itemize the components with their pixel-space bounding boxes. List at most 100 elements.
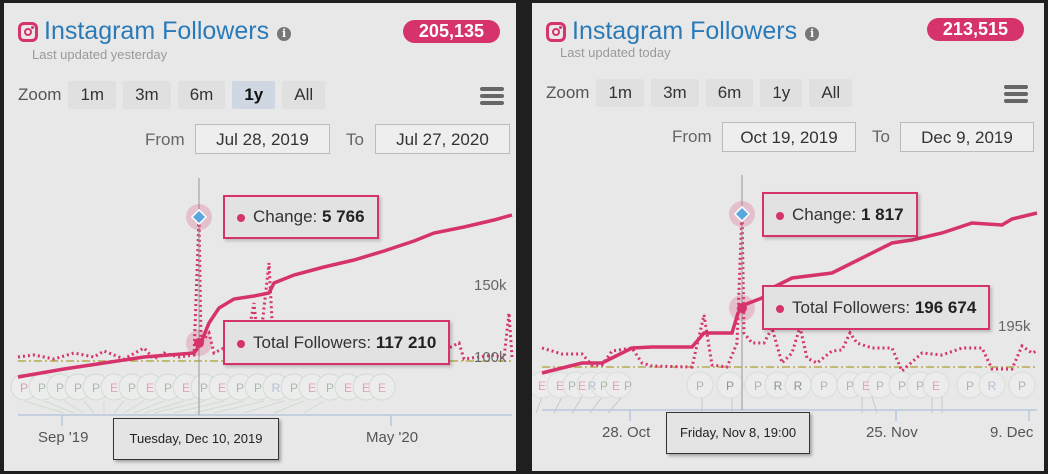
svg-text:P: P: [820, 379, 828, 393]
to-label: To: [872, 127, 890, 146]
svg-text:E: E: [578, 379, 586, 393]
zoom-1m-button[interactable]: 1m: [596, 79, 645, 107]
svg-text:P: P: [38, 381, 46, 395]
svg-text:E: E: [556, 379, 564, 393]
zoom-3m-button[interactable]: 3m: [123, 81, 171, 109]
svg-text:P: P: [74, 381, 82, 395]
zoom-all-button[interactable]: All: [282, 81, 326, 109]
zoom-3m-button[interactable]: 3m: [651, 79, 699, 107]
svg-text:E: E: [862, 379, 870, 393]
widget-title: Instagram Followers: [572, 17, 798, 45]
svg-text:E: E: [378, 381, 386, 395]
svg-text:P: P: [200, 381, 208, 395]
last-updated: Last updated yesterday: [32, 47, 168, 62]
from-date-input[interactable]: Oct 19, 2019: [722, 122, 856, 152]
svg-text:P: P: [624, 379, 632, 393]
widget-header: Instagram Followers i: [18, 17, 292, 46]
change-value: 1 817: [861, 205, 904, 224]
svg-text:P: P: [568, 379, 576, 393]
svg-text:P: P: [236, 381, 244, 395]
series-dot-icon: [237, 213, 245, 222]
y-axis-label-100k: 100k: [474, 349, 507, 366]
zoom-1m-button[interactable]: 1m: [68, 81, 117, 109]
date-tooltip: Tuesday, Dec 10, 2019: [113, 418, 279, 460]
svg-text:P: P: [846, 379, 854, 393]
hamburger-menu-icon[interactable]: [480, 87, 504, 108]
svg-text:P: P: [20, 381, 28, 395]
follower-count-badge: 205,135: [402, 20, 500, 43]
y-axis-label-150k: 150k: [474, 277, 507, 294]
from-date-input[interactable]: Jul 28, 2019: [195, 124, 330, 154]
zoom-label: Zoom: [18, 85, 62, 104]
date-tooltip: Friday, Nov 8, 19:00: [666, 412, 810, 454]
svg-text:P: P: [876, 379, 884, 393]
total-followers-tooltip: Total Followers: 196 674: [762, 285, 991, 330]
x-axis-label-sep19: Sep '19: [38, 429, 89, 446]
svg-text:P: P: [898, 379, 906, 393]
svg-text:E: E: [612, 379, 620, 393]
widget-header: Instagram Followers i: [546, 17, 820, 46]
zoom-label: Zoom: [546, 83, 590, 102]
zoom-1y-button[interactable]: 1y: [232, 81, 276, 109]
zoom-6m-button[interactable]: 6m: [705, 79, 754, 107]
change-tooltip: Change: 5 766: [223, 195, 379, 239]
last-updated: Last updated today: [560, 45, 671, 60]
svg-text:E: E: [932, 379, 940, 393]
svg-text:P: P: [164, 381, 172, 395]
follower-count-badge: 213,515: [926, 18, 1024, 41]
svg-text:R: R: [794, 379, 803, 393]
instagram-icon: [18, 21, 38, 42]
series-dot-icon: [237, 339, 245, 348]
svg-text:P: P: [754, 379, 762, 393]
x-axis-label-25nov: 25. Nov: [866, 424, 918, 441]
to-label: To: [346, 130, 364, 149]
x-axis-label-9dec: 9. Dec: [990, 424, 1034, 441]
x-axis-label-may20: May '20: [366, 429, 419, 446]
svg-text:E: E: [146, 381, 154, 395]
zoom-6m-button[interactable]: 6m: [177, 81, 226, 109]
zoom-all-button[interactable]: All: [809, 79, 853, 107]
svg-text:E: E: [218, 381, 226, 395]
svg-text:E: E: [538, 379, 546, 393]
svg-text:R: R: [588, 379, 597, 393]
x-axis-label-28oct: 28. Oct: [602, 424, 651, 441]
series-dot-icon: [776, 304, 784, 313]
svg-text:R: R: [774, 379, 783, 393]
svg-text:R: R: [988, 379, 997, 393]
from-label: From: [145, 130, 185, 149]
to-date-input[interactable]: Jul 27, 2020: [375, 124, 510, 154]
svg-text:E: E: [308, 381, 316, 395]
change-marker-icon: [733, 205, 751, 223]
svg-text:P: P: [966, 379, 974, 393]
change-value: 5 766: [322, 207, 365, 226]
svg-text:P: P: [726, 379, 734, 393]
svg-text:P: P: [1018, 379, 1026, 393]
svg-text:P: P: [916, 379, 924, 393]
svg-text:E: E: [110, 381, 118, 395]
total-followers-tooltip: Total Followers: 117 210: [223, 320, 451, 365]
series-dot-icon: [776, 211, 784, 220]
svg-text:E: E: [344, 381, 352, 395]
zoom-1y-button[interactable]: 1y: [760, 79, 803, 107]
instagram-icon: [546, 21, 566, 42]
svg-text:P: P: [290, 381, 298, 395]
change-marker-icon: [190, 208, 208, 226]
svg-text:P: P: [600, 379, 608, 393]
info-icon[interactable]: i: [277, 26, 292, 41]
widget-title: Instagram Followers: [44, 17, 270, 45]
info-icon[interactable]: i: [805, 26, 820, 41]
change-tooltip: Change: 1 817: [762, 192, 918, 237]
hamburger-menu-icon[interactable]: [1004, 85, 1028, 106]
svg-text:P: P: [326, 381, 334, 395]
from-label: From: [672, 127, 712, 146]
total-followers-value: 117 210: [375, 333, 437, 352]
total-followers-value: 196 674: [914, 298, 977, 317]
y-axis-label-195k: 195k: [998, 318, 1031, 335]
svg-text:P: P: [92, 381, 100, 395]
instagram-followers-widget-2: Instagram Followers i Last updated today…: [532, 3, 1044, 471]
svg-text:E: E: [182, 381, 190, 395]
svg-text:P: P: [56, 381, 64, 395]
to-date-input[interactable]: Dec 9, 2019: [900, 122, 1034, 152]
